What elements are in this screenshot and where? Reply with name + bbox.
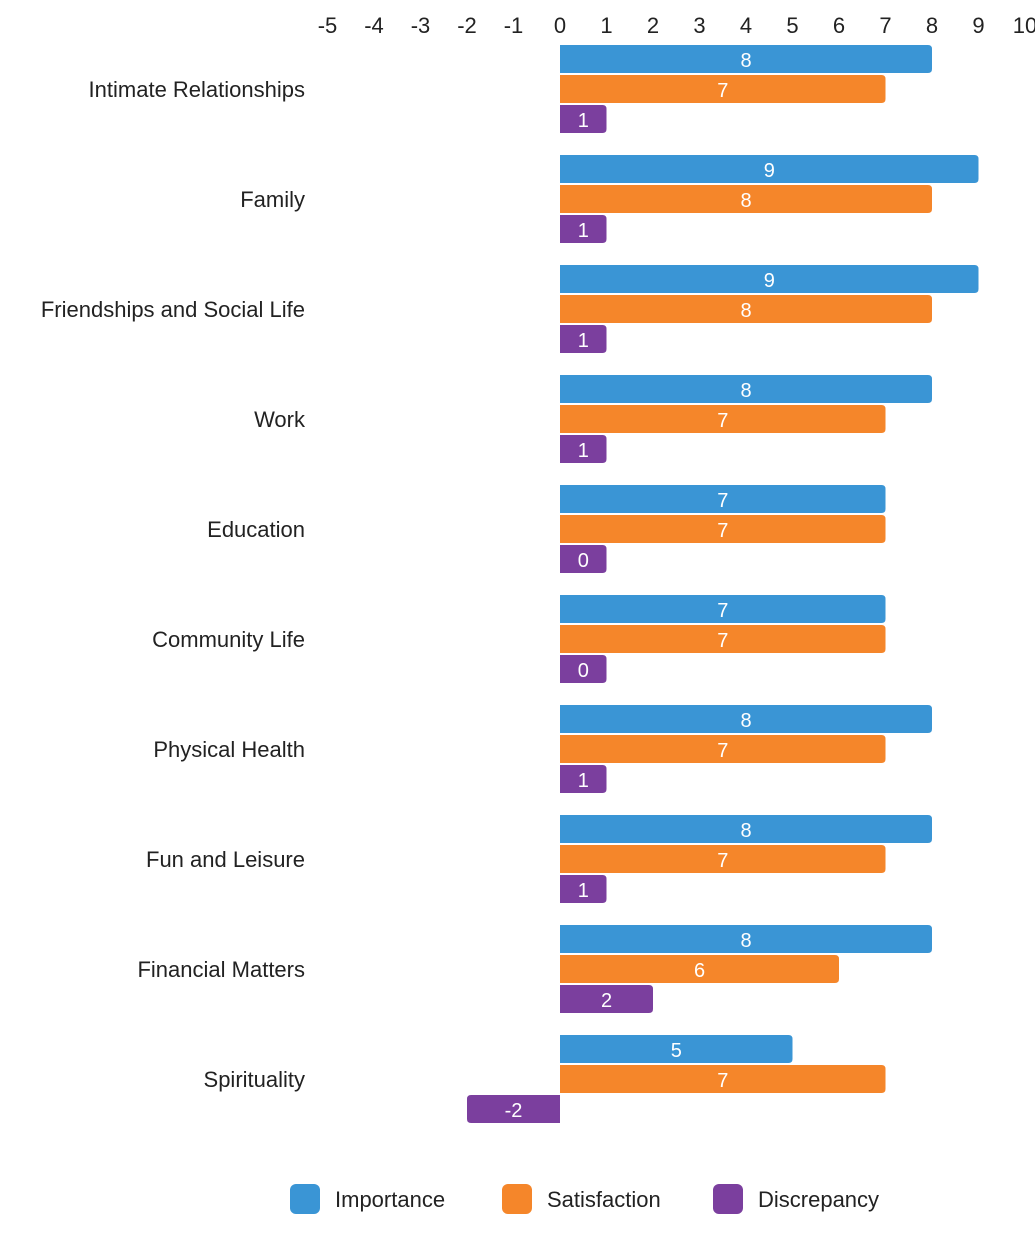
bar-discrepancy	[560, 655, 607, 683]
bar-value-label: 8	[740, 190, 751, 212]
bar-satisfaction	[560, 845, 886, 873]
x-tick-label: 9	[972, 13, 984, 38]
x-tick-label: 7	[879, 13, 891, 38]
bar-discrepancy	[467, 1095, 560, 1123]
bar-satisfaction	[560, 75, 886, 103]
bar-value-label: 9	[764, 270, 775, 292]
x-tick-label: 1	[600, 13, 612, 38]
bar-satisfaction	[560, 625, 886, 653]
bar-satisfaction	[560, 515, 886, 543]
bar-value-label: 8	[740, 820, 751, 842]
bar-satisfaction	[560, 185, 932, 213]
category-label: Family	[240, 187, 305, 212]
bar-value-label: 1	[578, 770, 589, 792]
bar-value-label: 8	[740, 930, 751, 952]
category-label: Spirituality	[204, 1067, 305, 1092]
bar-value-label: 8	[740, 300, 751, 322]
bar-value-label: 7	[717, 630, 728, 652]
bar-value-label: 8	[740, 710, 751, 732]
category-label: Community Life	[152, 627, 305, 652]
x-tick-label: 0	[554, 13, 566, 38]
category-label: Work	[254, 407, 306, 432]
x-tick-label: 6	[833, 13, 845, 38]
bar-discrepancy	[560, 875, 607, 903]
bar-importance	[560, 155, 979, 183]
bar-discrepancy	[560, 765, 607, 793]
bar-value-label: 1	[578, 880, 589, 902]
bar-value-label: 2	[601, 990, 612, 1012]
bar-satisfaction	[560, 405, 886, 433]
bar-discrepancy	[560, 105, 607, 133]
x-tick-label: 3	[693, 13, 705, 38]
bar-discrepancy	[560, 325, 607, 353]
bar-value-label: 7	[717, 850, 728, 872]
bar-discrepancy	[560, 985, 653, 1013]
bar-importance	[560, 925, 932, 953]
legend-label: Satisfaction	[547, 1187, 661, 1212]
bar-importance	[560, 45, 932, 73]
x-tick-label: 8	[926, 13, 938, 38]
category-labels: Intimate Relationships Family Friendships …	[41, 77, 306, 1092]
category-label: Physical Health	[153, 737, 305, 762]
bar-value-label: 7	[717, 1070, 728, 1092]
bar-value-label: 9	[764, 160, 775, 182]
bar-value-label: 8	[740, 380, 751, 402]
x-tick-label: -1	[504, 13, 524, 38]
legend-swatch-discrepancy	[713, 1184, 743, 1214]
bar-value-label: 1	[578, 440, 589, 462]
bar-value-label: 7	[717, 490, 728, 512]
bar-importance	[560, 265, 979, 293]
bar-discrepancy	[560, 435, 607, 463]
bar-value-label: 0	[578, 660, 589, 682]
x-tick-label: 10	[1013, 13, 1035, 38]
category-label: Friendships and Social Life	[41, 297, 305, 322]
category-label: Financial Matters	[137, 957, 305, 982]
bar-importance	[560, 485, 886, 513]
x-axis-ticks: -5 -4 -3 -2 -1 0 1 2 3 4 5 6 7 8 9 10	[318, 13, 1035, 38]
bar-discrepancy	[560, 215, 607, 243]
bar-value-label: 7	[717, 410, 728, 432]
bar-value-label: 1	[578, 330, 589, 352]
bar-importance	[560, 595, 886, 623]
bar-importance	[560, 705, 932, 733]
legend: Importance Satisfaction Discrepancy	[290, 1184, 879, 1214]
bar-satisfaction	[560, 295, 932, 323]
bar-value-label: 6	[694, 960, 705, 982]
bar-value-label: 1	[578, 110, 589, 132]
bar-satisfaction	[560, 955, 839, 983]
legend-label: Discrepancy	[758, 1187, 879, 1212]
x-tick-label: -5	[318, 13, 338, 38]
x-tick-label: -4	[364, 13, 384, 38]
category-label: Fun and Leisure	[146, 847, 305, 872]
bar-value-label: 8	[740, 50, 751, 72]
bar-value-label: 7	[717, 740, 728, 762]
bar-value-label: 7	[717, 600, 728, 622]
x-tick-label: 4	[740, 13, 752, 38]
bar-value-label: 7	[717, 520, 728, 542]
bar-value-label: 0	[578, 550, 589, 572]
bar-satisfaction	[560, 1065, 886, 1093]
bar-value-label: -2	[505, 1100, 523, 1122]
bar-importance	[560, 1035, 793, 1063]
x-tick-label: 5	[786, 13, 798, 38]
x-tick-label: 2	[647, 13, 659, 38]
bar-satisfaction	[560, 735, 886, 763]
category-label: Intimate Relationships	[89, 77, 305, 102]
legend-swatch-satisfaction	[502, 1184, 532, 1214]
category-label: Education	[207, 517, 305, 542]
x-tick-label: -2	[457, 13, 477, 38]
bar-value-label: 7	[717, 80, 728, 102]
bar-value-label: 5	[671, 1040, 682, 1062]
bar-importance	[560, 815, 932, 843]
legend-label: Importance	[335, 1187, 445, 1212]
x-tick-label: -3	[411, 13, 431, 38]
bar-discrepancy	[560, 545, 607, 573]
bar-value-label: 1	[578, 220, 589, 242]
legend-swatch-importance	[290, 1184, 320, 1214]
bar-importance	[560, 375, 932, 403]
